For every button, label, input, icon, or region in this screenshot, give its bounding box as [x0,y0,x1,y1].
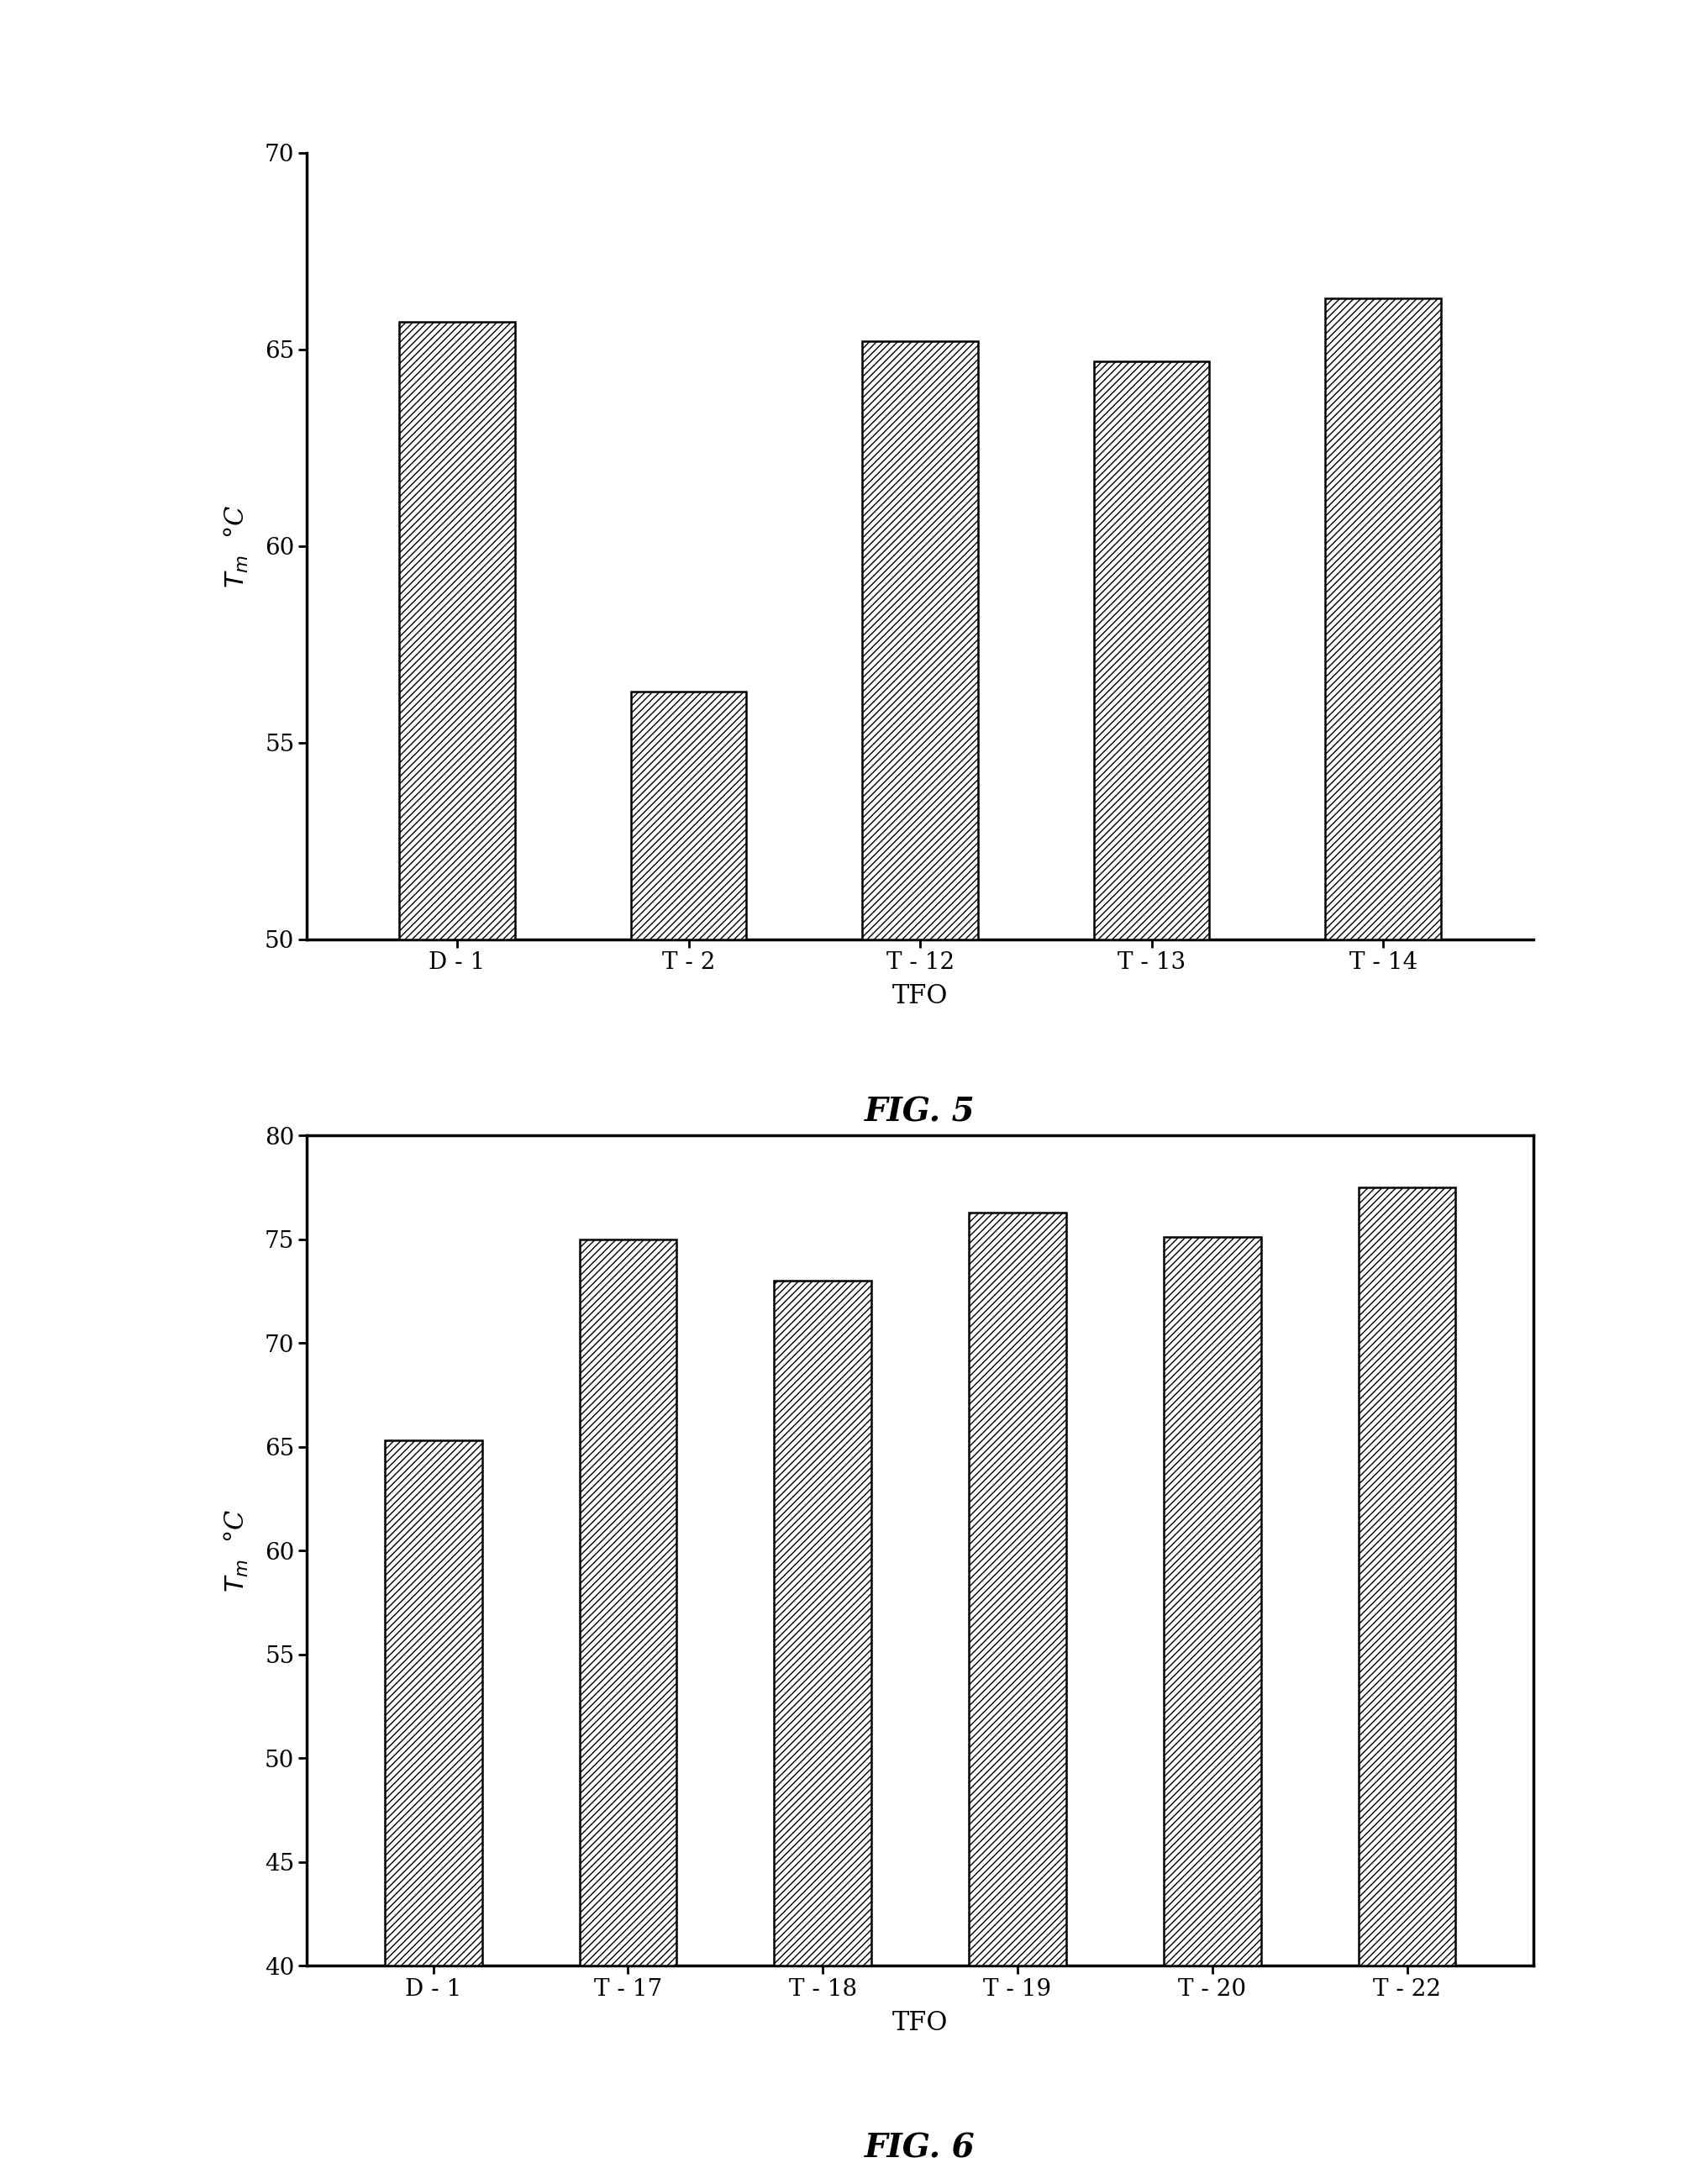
Bar [385,1441,482,1966]
Bar [579,1238,676,1966]
Bar [1326,299,1442,939]
Bar [970,1212,1067,1966]
X-axis label: TFO: TFO [893,983,947,1009]
Bar [1164,1238,1261,1966]
Bar [1094,360,1210,939]
X-axis label: TFO: TFO [893,2009,947,2035]
Bar [399,321,515,939]
Text: FIG. 5: FIG. 5 [866,1096,975,1129]
Y-axis label: $T_m$  °C: $T_m$ °C [223,505,250,587]
Y-axis label: $T_m$  °C: $T_m$ °C [223,1509,250,1592]
Bar [1358,1188,1455,1966]
Text: FIG. 6: FIG. 6 [866,2132,975,2164]
Bar [630,692,746,939]
Bar [774,1280,871,1966]
Bar [862,341,978,939]
